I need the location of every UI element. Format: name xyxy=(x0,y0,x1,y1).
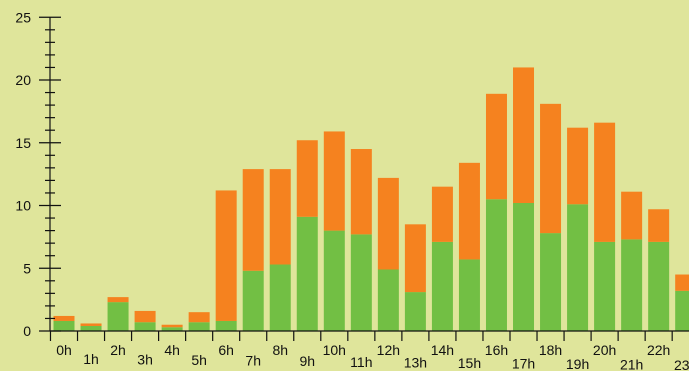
bar-21h-series-1 xyxy=(621,239,643,331)
y-tick-label-15: 15 xyxy=(15,135,31,151)
bar-9h-series-1 xyxy=(296,216,318,331)
bar-1h-series-2 xyxy=(80,323,102,326)
bar-15h-series-1 xyxy=(458,259,480,331)
bar-13h-series-1 xyxy=(404,292,426,331)
bar-11h-series-2 xyxy=(350,149,372,235)
bar-16h-series-2 xyxy=(485,93,507,200)
bar-11h-series-1 xyxy=(350,234,372,331)
x-tick-label-8h: 8h xyxy=(272,342,288,358)
bar-7h-series-2 xyxy=(242,169,264,271)
bar-9h-series-2 xyxy=(296,140,318,217)
x-tick-label-10h: 10h xyxy=(323,342,346,358)
bar-8h-series-1 xyxy=(269,264,291,331)
bar-10h-series-2 xyxy=(323,131,345,231)
x-tick-label-2h: 2h xyxy=(110,342,126,358)
bar-10h-series-1 xyxy=(323,230,345,331)
bar-19h-series-2 xyxy=(567,127,589,205)
y-tick-label-5: 5 xyxy=(23,260,31,276)
bar-23h-series-2 xyxy=(675,274,689,291)
x-tick-label-12h: 12h xyxy=(377,342,400,358)
y-tick-label-0: 0 xyxy=(23,323,31,339)
bar-2h-series-1 xyxy=(107,302,129,331)
bar-23h-series-1 xyxy=(675,290,689,331)
bar-17h-series-2 xyxy=(513,67,535,203)
x-tick-label-6h: 6h xyxy=(218,342,234,358)
bar-22h-series-2 xyxy=(648,209,670,242)
bar-19h-series-1 xyxy=(567,204,589,331)
x-tick-label-13h: 13h xyxy=(404,354,427,370)
x-tick-label-22h: 22h xyxy=(647,342,670,358)
x-tick-label-11h: 11h xyxy=(350,354,372,370)
x-tick-label-3h: 3h xyxy=(137,352,153,368)
bar-17h-series-1 xyxy=(513,202,535,331)
x-tick-label-17h: 17h xyxy=(512,355,535,371)
x-tick-label-1h: 1h xyxy=(83,351,99,367)
x-tick-label-5h: 5h xyxy=(191,352,207,368)
bar-5h-series-2 xyxy=(188,312,210,323)
bar-14h-series-2 xyxy=(431,186,453,242)
x-tick-label-20h: 20h xyxy=(593,342,616,358)
x-tick-label-15h: 15h xyxy=(458,355,481,371)
bar-1h-series-1 xyxy=(80,325,102,331)
x-tick-label-9h: 9h xyxy=(299,353,315,369)
bar-12h-series-2 xyxy=(377,177,399,270)
x-tick-label-18h: 18h xyxy=(539,342,562,358)
bar-12h-series-1 xyxy=(377,269,399,331)
y-tick-label-25: 25 xyxy=(15,9,31,25)
x-tick-label-23h: 23h xyxy=(674,357,689,371)
bar-0h-series-1 xyxy=(53,320,75,331)
bar-7h-series-1 xyxy=(242,270,264,331)
bar-22h-series-1 xyxy=(648,241,670,331)
bar-4h-series-2 xyxy=(161,324,183,328)
bar-16h-series-1 xyxy=(485,199,507,331)
x-tick-label-4h: 4h xyxy=(164,342,180,358)
x-tick-label-14h: 14h xyxy=(431,342,454,358)
bar-18h-series-1 xyxy=(540,233,562,331)
bar-3h-series-2 xyxy=(134,310,156,323)
x-tick-label-7h: 7h xyxy=(245,353,261,369)
bar-3h-series-1 xyxy=(134,322,156,331)
x-tick-label-21h: 21h xyxy=(620,357,643,371)
bar-2h-series-2 xyxy=(107,297,129,303)
bar-6h-series-2 xyxy=(215,190,237,321)
bar-20h-series-2 xyxy=(594,122,616,242)
bar-20h-series-1 xyxy=(594,241,616,331)
y-tick-label-20: 20 xyxy=(15,72,31,88)
bar-0h-series-2 xyxy=(53,315,75,321)
x-tick-label-16h: 16h xyxy=(485,342,508,358)
bar-21h-series-2 xyxy=(621,191,643,240)
y-tick-label-10: 10 xyxy=(15,198,31,214)
bar-14h-series-1 xyxy=(431,241,453,331)
bar-18h-series-2 xyxy=(540,103,562,234)
bar-15h-series-2 xyxy=(458,162,480,260)
bar-13h-series-2 xyxy=(404,224,426,293)
bar-5h-series-1 xyxy=(188,322,210,331)
bar-4h-series-1 xyxy=(161,327,183,331)
bar-6h-series-1 xyxy=(215,320,237,331)
x-tick-label-0h: 0h xyxy=(56,342,72,358)
bar-8h-series-2 xyxy=(269,169,291,265)
x-tick-label-19h: 19h xyxy=(566,356,589,371)
